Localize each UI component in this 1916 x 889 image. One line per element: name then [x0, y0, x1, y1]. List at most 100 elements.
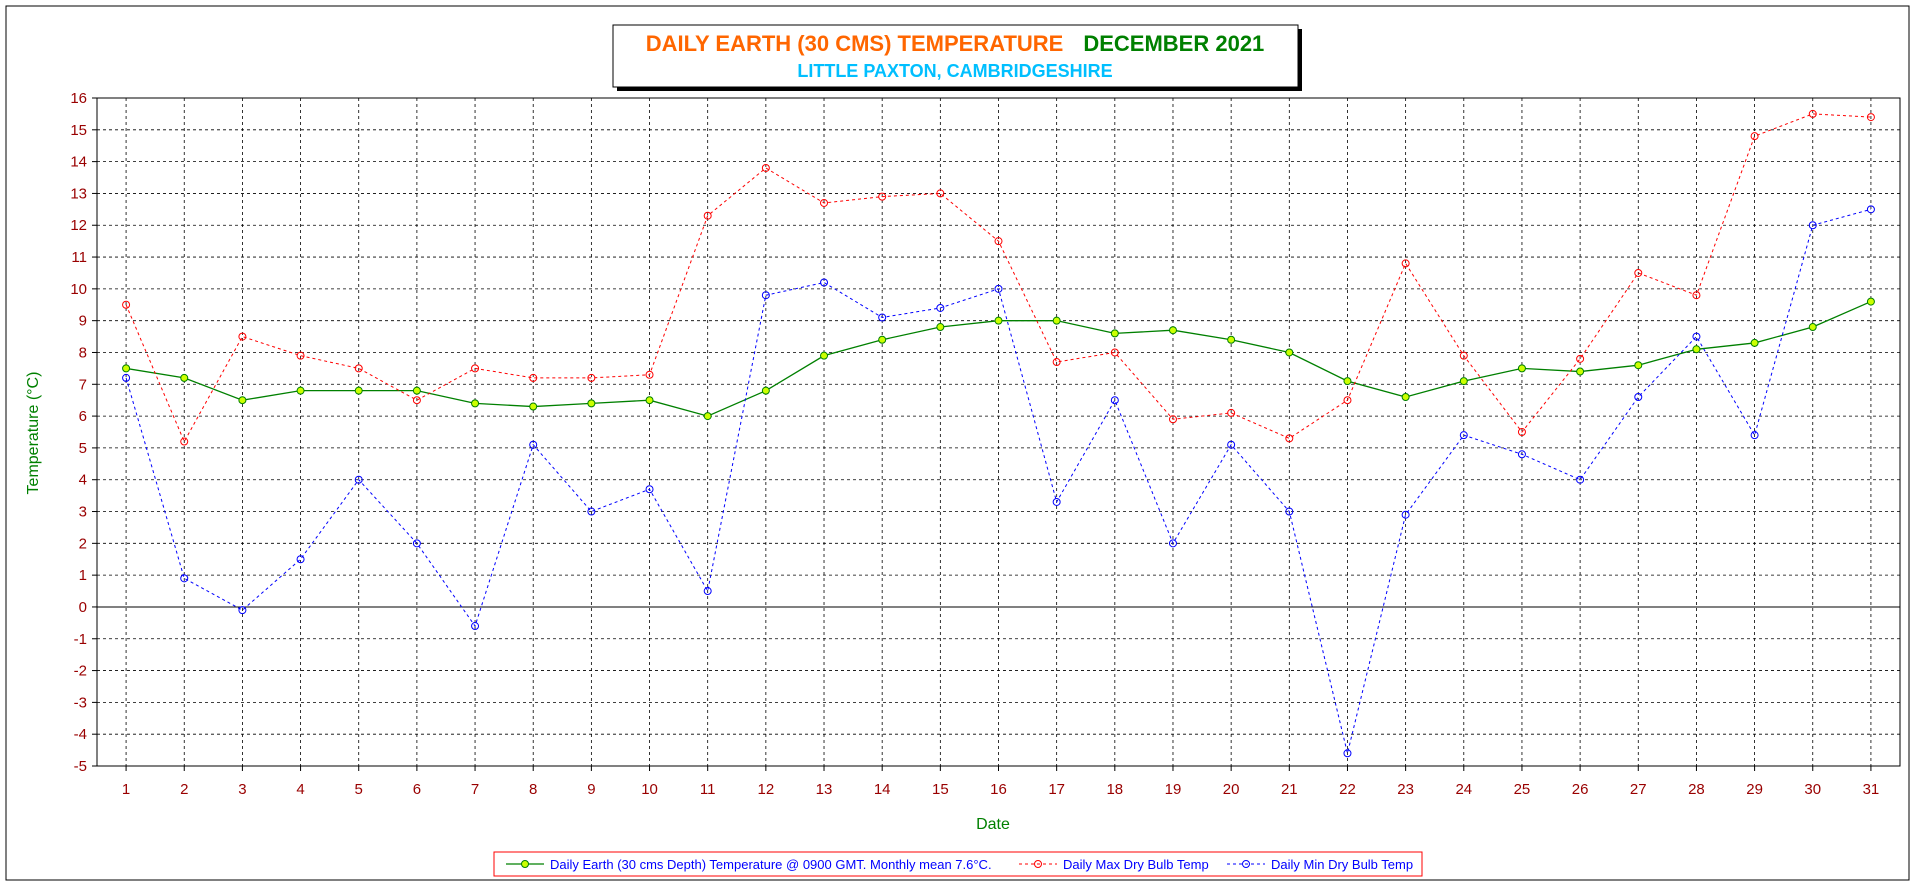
data-point-min	[122, 373, 131, 382]
x-tick-label: 8	[529, 781, 537, 798]
y-tick-label: 14	[70, 154, 87, 171]
data-point-earth	[936, 323, 945, 332]
x-tick-label: 4	[296, 781, 304, 798]
y-tick-label: -5	[74, 758, 87, 775]
data-point-min	[354, 475, 363, 484]
series-line-min	[125, 208, 1872, 754]
data-point-min	[1517, 450, 1526, 459]
data-point-max	[645, 370, 654, 379]
data-point-earth	[1634, 361, 1643, 370]
x-tick-label: 30	[1804, 781, 1821, 798]
data-point-min	[471, 622, 480, 631]
data-point-earth	[238, 396, 247, 405]
x-tick-label: 2	[180, 781, 188, 798]
data-point-min	[1110, 396, 1119, 405]
x-tick-label: 15	[932, 781, 949, 798]
y-tick-label: 2	[79, 535, 87, 552]
data-point-max	[1517, 428, 1526, 436]
y-axis-label: Temperature (°C)	[25, 372, 42, 495]
data-point-earth	[1401, 393, 1410, 402]
data-point-max	[1227, 408, 1236, 417]
x-tick-label: 10	[641, 781, 658, 798]
data-point-min	[878, 313, 887, 322]
data-point-earth	[296, 386, 305, 395]
data-point-earth	[471, 399, 480, 408]
legend-marker-max	[1034, 860, 1042, 868]
data-point-earth	[1110, 329, 1119, 338]
data-point-min	[1401, 510, 1410, 519]
legend-item-earth: Daily Earth (30 cms Depth) Temperature @…	[506, 857, 992, 872]
data-point-min	[1866, 205, 1875, 214]
data-point-max	[412, 396, 421, 405]
data-point-max	[878, 192, 887, 201]
data-point-min	[994, 284, 1003, 293]
data-point-max	[1168, 415, 1177, 424]
data-point-earth	[1285, 348, 1294, 357]
data-point-min	[761, 291, 770, 300]
x-tick-label: 31	[1863, 781, 1880, 798]
data-point-min	[296, 555, 305, 564]
data-point-max	[1052, 358, 1061, 367]
data-point-max	[1110, 348, 1119, 357]
x-tick-label: 20	[1223, 781, 1240, 798]
x-tick-label: 26	[1572, 781, 1589, 798]
legend-marker-earth	[521, 860, 529, 868]
x-tick-label: 21	[1281, 781, 1298, 798]
data-point-max	[1401, 259, 1410, 268]
data-point-earth	[1750, 338, 1759, 347]
data-point-earth	[1866, 297, 1875, 306]
y-tick-label: 0	[79, 599, 87, 616]
data-point-max	[296, 351, 305, 360]
x-tick-label: 7	[471, 781, 479, 798]
data-point-earth	[1227, 335, 1236, 344]
legend-label-earth: Daily Earth (30 cms Depth) Temperature @…	[550, 857, 992, 872]
data-point-min	[587, 507, 596, 516]
data-point-earth	[1692, 345, 1701, 354]
data-point-max	[180, 437, 189, 446]
y-tick-label: -4	[74, 726, 87, 743]
data-point-min	[1692, 332, 1701, 341]
x-tick-label: 16	[990, 781, 1007, 798]
y-tick-label: 4	[79, 472, 87, 489]
x-tick-label: 24	[1455, 781, 1472, 798]
data-point-min	[180, 574, 189, 583]
data-point-max	[1866, 113, 1875, 122]
data-point-earth	[354, 386, 363, 395]
x-tick-label: 3	[238, 781, 246, 798]
y-tick-label: 1	[79, 567, 87, 584]
x-tick-label: 19	[1165, 781, 1182, 798]
series-max	[122, 109, 1875, 446]
data-point-min	[1168, 539, 1177, 548]
data-point-earth	[1168, 326, 1177, 335]
data-point-max	[1343, 396, 1352, 405]
data-point-min	[1343, 749, 1352, 758]
data-point-earth	[1052, 316, 1061, 325]
grid	[96, 97, 1901, 767]
data-point-min	[1052, 497, 1061, 506]
data-point-max	[761, 163, 770, 172]
y-tick-label: 9	[79, 313, 87, 330]
data-point-min	[645, 485, 654, 494]
data-point-min	[529, 440, 538, 449]
x-tick-label: 12	[758, 781, 775, 798]
series-earth	[122, 297, 1875, 421]
data-point-max	[1285, 434, 1294, 443]
data-point-min	[1227, 440, 1236, 449]
title-box: DAILY EARTH (30 CMS) TEMPERATURE DECEMBER…	[612, 24, 1302, 91]
data-point-max	[703, 211, 712, 220]
plot-area	[96, 97, 1901, 767]
data-point-min	[820, 278, 829, 287]
chart-subtitle: LITTLE PAXTON, CAMBRIDGESHIRE	[797, 61, 1112, 81]
x-tick-label: 14	[874, 781, 891, 798]
data-point-max	[471, 364, 480, 373]
y-tick-label: 13	[70, 185, 87, 202]
data-point-min	[703, 587, 712, 596]
chart-title-part1: DAILY EARTH (30 CMS) TEMPERATURE	[646, 31, 1064, 56]
data-point-earth	[1576, 367, 1585, 376]
data-point-min	[412, 539, 421, 548]
legend-item-min: Daily Min Dry Bulb Temp	[1227, 857, 1413, 872]
x-tick-label: 9	[587, 781, 595, 798]
x-axis-label: Date	[976, 816, 1010, 833]
